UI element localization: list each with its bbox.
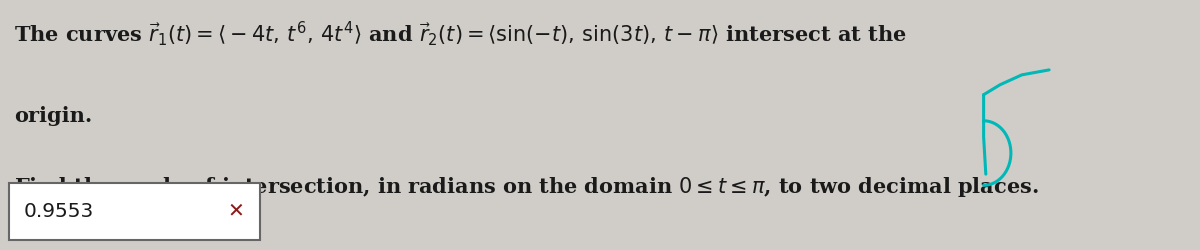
Text: 0.9553: 0.9553 bbox=[23, 201, 94, 220]
Text: Find the angle of intersection, in radians on the domain $0 \leq t \leq \pi$, to: Find the angle of intersection, in radia… bbox=[14, 174, 1039, 198]
Text: ✕: ✕ bbox=[228, 201, 245, 220]
Text: origin.: origin. bbox=[14, 105, 92, 125]
FancyBboxPatch shape bbox=[10, 183, 260, 240]
Text: The curves $\vec{r}_1(t) = \langle -4t,\, t^6,\, 4t^4 \rangle$ and $\vec{r}_2(t): The curves $\vec{r}_1(t) = \langle -4t,\… bbox=[14, 19, 907, 47]
